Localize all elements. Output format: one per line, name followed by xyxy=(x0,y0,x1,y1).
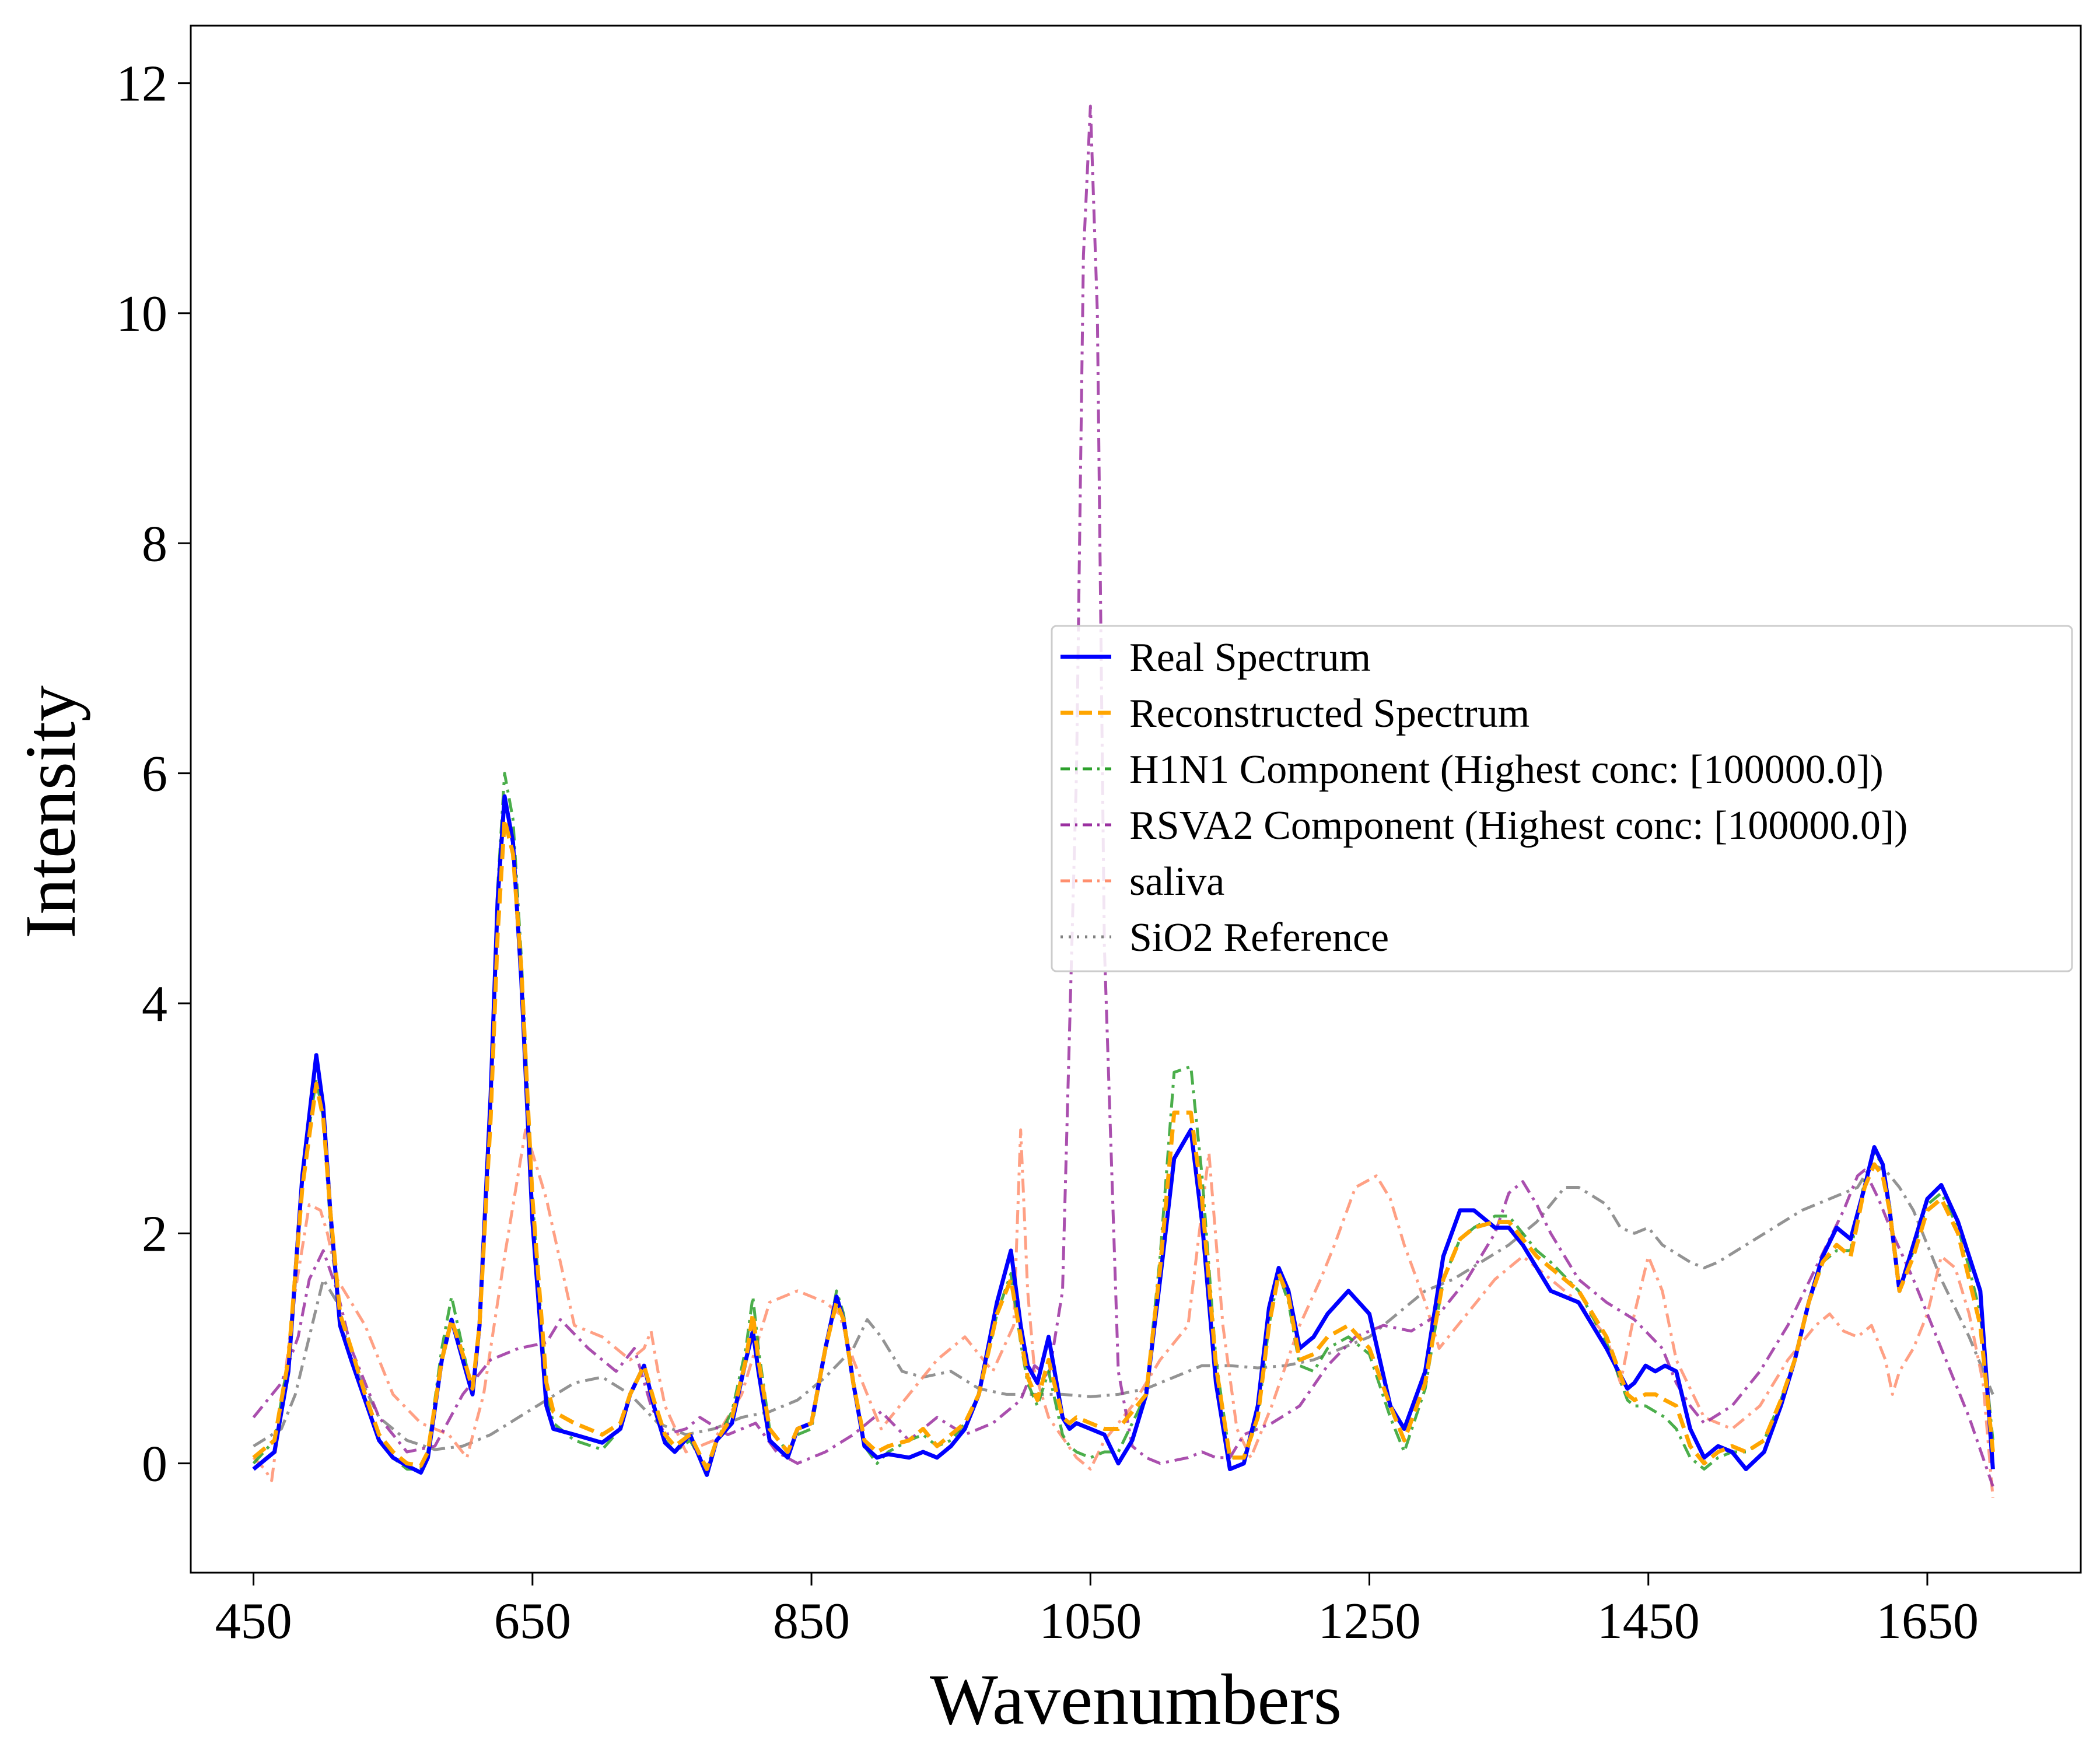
legend-box xyxy=(1051,625,2073,972)
x-tick-label: 1450 xyxy=(1597,1593,1700,1650)
x-tick-label: 1050 xyxy=(1039,1593,1142,1650)
legend-label-2: Reconstructed Spectrum xyxy=(1129,691,1530,736)
y-tick-label: 10 xyxy=(116,286,167,342)
series-layer xyxy=(252,104,1995,1499)
x-tick-label: 1250 xyxy=(1318,1593,1421,1650)
x-axis-label: Wavenumbers xyxy=(930,1660,1342,1740)
x-tick-label: 450 xyxy=(215,1593,292,1650)
y-tick-label: 12 xyxy=(116,56,167,113)
y-axis: 0 2 4 6 8 10 12 xyxy=(116,56,191,1493)
series-line-6 xyxy=(253,1163,1994,1451)
y-tick-label: 0 xyxy=(142,1436,167,1493)
series-line-1 xyxy=(252,794,1995,1477)
y-tick-label: 8 xyxy=(142,516,167,572)
series-line-5 xyxy=(252,1128,1994,1499)
x-axis: 450 650 850 1050 1250 1450 1650 xyxy=(215,1573,1979,1650)
y-tick-label: 2 xyxy=(142,1206,167,1262)
series-line-2 xyxy=(252,817,1995,1471)
y-tick-label: 4 xyxy=(142,976,167,1032)
x-tick-label: 650 xyxy=(494,1593,571,1650)
legend: Real Spectrum Reconstructed Spectrum H1N1 … xyxy=(1051,625,2073,972)
series-line-4 xyxy=(252,104,1994,1487)
x-tick-label: 1650 xyxy=(1876,1593,1979,1650)
x-tick-label: 850 xyxy=(773,1593,850,1650)
legend-label-3: H1N1 Component (Highest conc: [100000.0]… xyxy=(1129,747,1884,792)
legend-label-5: saliva xyxy=(1129,859,1224,904)
y-tick-label: 6 xyxy=(142,746,167,803)
y-axis-label: Intensity xyxy=(10,685,90,939)
plot-frame xyxy=(190,24,2082,1574)
legend-label-4: RSVA2 Component (Highest conc: [100000.0… xyxy=(1129,803,1908,848)
series-line-3 xyxy=(252,772,1994,1471)
legend-label-6: SiO2 Reference xyxy=(1129,915,1389,960)
legend-label-1: Real Spectrum xyxy=(1129,635,1371,680)
